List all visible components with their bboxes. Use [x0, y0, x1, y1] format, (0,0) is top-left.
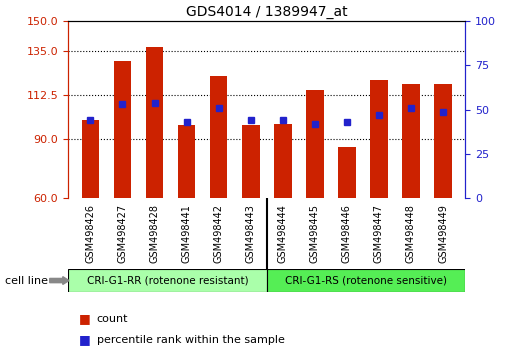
Text: GSM498444: GSM498444: [278, 204, 288, 263]
Bar: [306, 90, 324, 198]
Bar: [146, 47, 163, 198]
Bar: [434, 84, 452, 198]
Text: CRI-G1-RR (rotenone resistant): CRI-G1-RR (rotenone resistant): [86, 275, 248, 286]
Bar: [113, 61, 131, 198]
Text: GSM498445: GSM498445: [310, 204, 320, 263]
Bar: [338, 147, 356, 198]
Text: count: count: [97, 314, 128, 324]
Text: GSM498426: GSM498426: [85, 204, 95, 263]
Text: GSM498447: GSM498447: [374, 204, 384, 263]
Text: GSM498441: GSM498441: [181, 204, 191, 263]
Title: GDS4014 / 1389947_at: GDS4014 / 1389947_at: [186, 5, 348, 19]
Bar: [242, 125, 259, 198]
Text: GSM498442: GSM498442: [214, 204, 224, 263]
Text: CRI-G1-RS (rotenone sensitive): CRI-G1-RS (rotenone sensitive): [285, 275, 447, 286]
Bar: [402, 84, 420, 198]
Text: ■: ■: [78, 333, 90, 346]
Bar: [274, 124, 292, 198]
Text: GSM498448: GSM498448: [406, 204, 416, 263]
Bar: [210, 76, 228, 198]
Text: GSM498428: GSM498428: [150, 204, 160, 263]
Bar: [178, 125, 196, 198]
Text: percentile rank within the sample: percentile rank within the sample: [97, 335, 285, 345]
Text: GSM498427: GSM498427: [118, 204, 128, 263]
Bar: [267, 269, 465, 292]
Text: ■: ■: [78, 312, 90, 325]
Text: GSM498449: GSM498449: [438, 204, 448, 263]
Text: cell line: cell line: [5, 275, 48, 286]
Bar: [68, 269, 267, 292]
Text: GSM498443: GSM498443: [246, 204, 256, 263]
Bar: [370, 80, 388, 198]
Text: GSM498446: GSM498446: [342, 204, 352, 263]
Bar: [82, 120, 99, 198]
